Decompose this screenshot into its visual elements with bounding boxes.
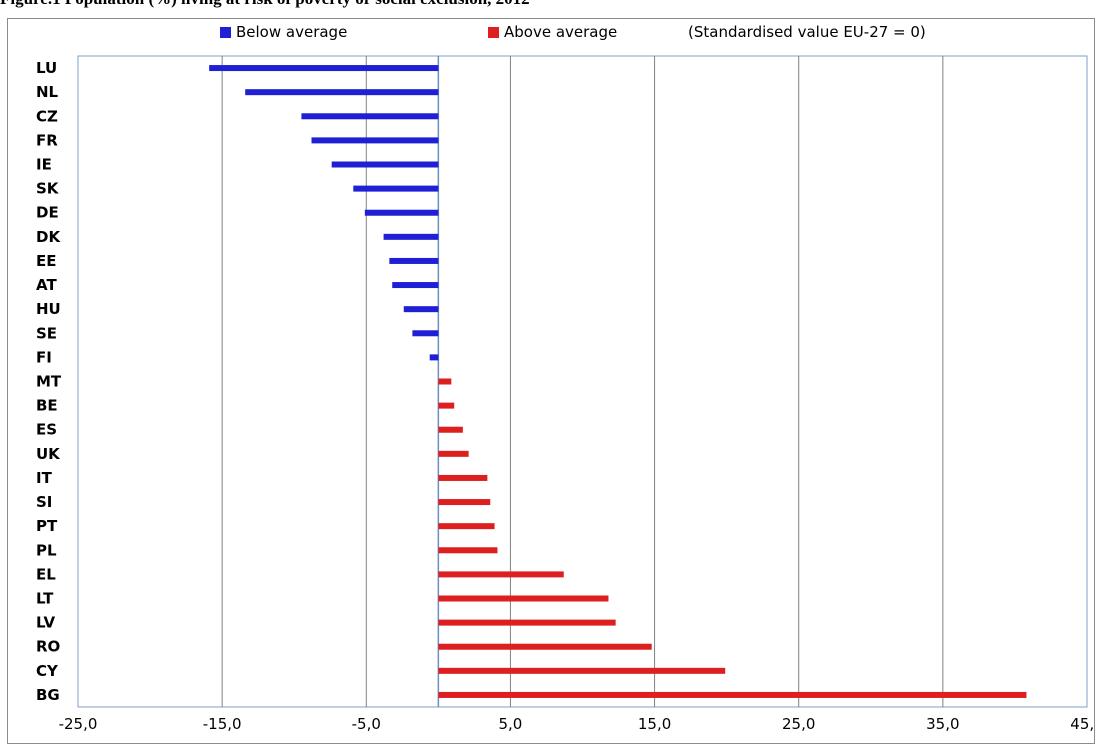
category-label: RO <box>36 638 60 656</box>
bar-lv <box>438 619 616 626</box>
legend-label: Above average <box>504 23 617 41</box>
bar-uk <box>438 450 469 457</box>
x-tick-label: 5,0 <box>498 715 522 733</box>
category-label: PT <box>36 517 58 535</box>
category-label: CY <box>36 662 59 680</box>
bar-bg <box>438 691 1027 698</box>
bar-pt <box>438 523 495 530</box>
bar-hu <box>403 306 439 313</box>
x-tick-label: -15,0 <box>203 715 242 733</box>
category-label: SI <box>36 493 52 511</box>
category-label: FR <box>36 131 58 149</box>
category-label: ES <box>36 421 57 439</box>
category-label: HU <box>36 300 61 318</box>
category-label: DE <box>36 204 59 222</box>
category-label: DK <box>36 228 61 246</box>
category-label: NL <box>36 83 59 101</box>
legend: Below average Above average (Standardised … <box>220 23 926 41</box>
bar-fr <box>311 137 439 144</box>
x-tick-label: -5,0 <box>352 715 381 733</box>
x-tick-label: 45,0 <box>1070 715 1094 733</box>
x-tick-label: -25,0 <box>59 715 98 733</box>
category-label: IT <box>36 469 53 487</box>
bar-nl <box>245 89 439 96</box>
bar-el <box>438 571 564 578</box>
plot-area-border <box>77 55 1088 708</box>
bar-chart: Below average Above average (Standardised … <box>36 23 1094 733</box>
bar-ee <box>389 257 439 264</box>
category-label: LV <box>36 614 55 632</box>
x-tick-label: 25,0 <box>782 715 815 733</box>
category-label: SK <box>36 180 60 198</box>
figure-title: Figure.1 Population (%) living at risk o… <box>0 0 530 9</box>
bar-sk <box>353 185 439 192</box>
category-label: UK <box>36 445 61 463</box>
legend-note: (Standardised value EU-27 = 0) <box>688 23 926 41</box>
bar-ro <box>438 643 652 650</box>
category-label: EE <box>36 252 57 270</box>
category-label: IE <box>36 156 52 174</box>
bar-at <box>392 282 439 289</box>
category-label: EL <box>36 565 56 583</box>
category-label: FI <box>36 348 52 366</box>
bar-de <box>364 209 439 216</box>
bar-pl <box>438 547 498 554</box>
category-label: PL <box>36 541 57 559</box>
bar-fi <box>429 354 439 361</box>
category-label: BG <box>36 686 60 704</box>
grid-lines <box>77 55 1088 708</box>
bars <box>209 65 1027 698</box>
chart-frame: Below average Above average (Standardised … <box>7 18 1095 744</box>
category-label: AT <box>36 276 57 294</box>
x-tick-label: 35,0 <box>926 715 959 733</box>
bar-ie <box>331 161 439 168</box>
category-label: LT <box>36 590 54 608</box>
bar-se <box>412 330 439 337</box>
x-tick-label: 15,0 <box>638 715 671 733</box>
bar-cy <box>438 667 726 674</box>
bar-es <box>438 426 463 433</box>
bar-be <box>438 402 455 409</box>
category-label: LU <box>36 59 57 77</box>
bar-it <box>438 474 488 481</box>
legend-swatch <box>488 27 499 38</box>
bar-cz <box>301 113 439 120</box>
category-label: CZ <box>36 107 58 125</box>
category-label: BE <box>36 397 58 415</box>
category-label: SE <box>36 324 57 342</box>
legend-swatch <box>220 27 231 38</box>
bar-lt <box>438 595 609 602</box>
bar-mt <box>438 378 452 385</box>
bar-si <box>438 499 491 506</box>
bar-dk <box>383 233 439 240</box>
x-axis-ticks: -25,0 -15,0 -5,0 5,0 15,0 25,0 35,0 45,0 <box>59 715 1094 733</box>
legend-label: Below average <box>236 23 347 41</box>
category-labels: LU NL CZ FR IE SK DE DK EE AT HU SE FI MT BE ES UK IT SI PT… <box>36 59 62 704</box>
category-label: MT <box>36 373 62 391</box>
bar-lu <box>209 65 439 72</box>
